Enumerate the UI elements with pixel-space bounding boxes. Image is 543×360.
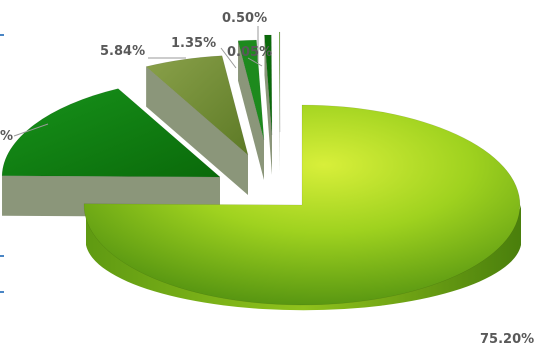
leader-line-2 (13, 123, 49, 137)
pie-slice-side-4 (238, 40, 264, 181)
pie-slice-1 (83, 104, 521, 306)
pie-slice-side-5 (264, 35, 272, 175)
leader-line-4 (220, 47, 237, 69)
edge-mark-2 (0, 255, 4, 257)
pie-slice-5 (264, 34, 273, 136)
leader-line-6 (247, 57, 263, 67)
pie-slice-6 (279, 31, 281, 133)
data-label-4: 1.35% (171, 36, 216, 51)
data-label-5: 0.50% (222, 11, 267, 26)
pie-slice-4 (237, 39, 265, 141)
pie-slice-3 (145, 55, 249, 156)
edge-mark-1 (0, 34, 4, 36)
data-label-3: 5.84% (100, 44, 145, 59)
data-label-6: 0.05% (227, 45, 272, 60)
data-label-2: % (0, 129, 13, 144)
pie-slice-side-3 (146, 66, 248, 195)
edge-mark-3 (0, 291, 4, 293)
pie-slice-2 (1, 88, 221, 178)
data-label-1: 75.20% (480, 332, 534, 347)
pie-slice-side-6 (279, 32, 280, 173)
